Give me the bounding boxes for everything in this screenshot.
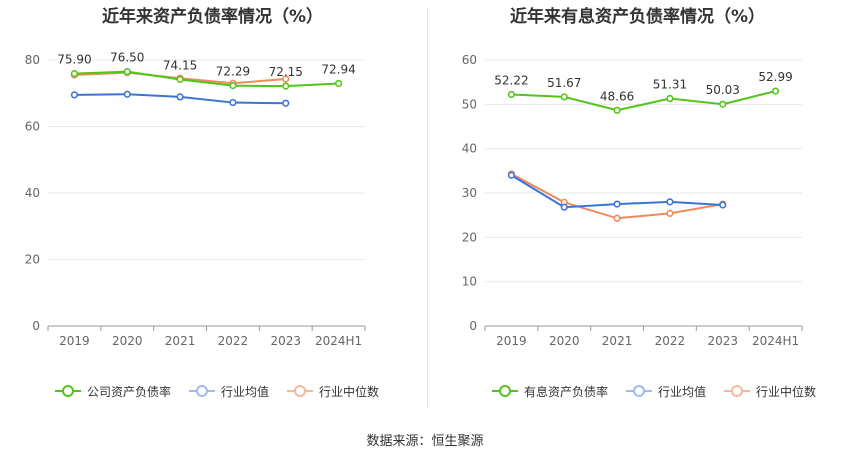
right-data-point <box>507 171 516 179</box>
left-data-label: 75.90 <box>57 53 91 67</box>
left-data-label: 72.29 <box>216 65 250 79</box>
left-y-tick-label: 0 <box>32 319 40 333</box>
right-data-label: 52.22 <box>494 73 528 87</box>
left-chart-legend: 公司资产负债率 行业均值 行业中位数 <box>55 382 379 400</box>
left-y-tick-label: 60 <box>25 120 40 134</box>
legend-item-company-debt-ratio[interactable]: 公司资产负债率 <box>55 383 171 400</box>
legend-item-industry-median[interactable]: 行业中位数 <box>724 383 816 400</box>
left-data-label: 74.15 <box>163 58 197 72</box>
right-y-tick-label: 60 <box>462 53 477 67</box>
left-data-point <box>229 98 237 107</box>
left-data-point <box>282 82 290 90</box>
left-data-point <box>176 93 184 101</box>
legend-swatch-icon <box>55 384 81 398</box>
legend-label: 行业均值 <box>221 384 270 399</box>
left-y-tick-label: 40 <box>25 186 40 200</box>
right-data-point <box>613 200 621 208</box>
right-y-tick-label: 20 <box>462 230 477 244</box>
legend-swatch-icon <box>189 384 216 398</box>
right-data-point <box>613 214 621 222</box>
left-data-point <box>123 68 131 76</box>
right-x-tick-label: 2024H1 <box>752 334 799 348</box>
right-data-label: 48.66 <box>600 89 634 103</box>
panel-divider <box>427 8 428 408</box>
legend-label: 行业中位数 <box>319 384 380 399</box>
right-x-tick-label: 2023 <box>707 334 738 348</box>
legend-item-industry-median[interactable]: 行业中位数 <box>287 383 379 400</box>
right-data-point <box>507 90 516 99</box>
right-data-point <box>666 209 674 217</box>
legend-label: 公司资产负债率 <box>87 384 172 399</box>
right-data-label: 52.99 <box>758 70 792 84</box>
right-data-point <box>666 94 674 103</box>
left-data-point <box>70 91 79 99</box>
right-y-tick-label: 40 <box>462 142 477 156</box>
right-data-point <box>560 203 568 211</box>
left-x-tick-label: 2020 <box>112 334 143 348</box>
legend-swatch-icon <box>287 384 314 398</box>
right-chart-title: 近年来有息资产负债率情况（%） <box>509 7 766 27</box>
right-y-tick-label: 10 <box>462 275 477 289</box>
left-data-point <box>334 79 343 88</box>
right-x-tick-label: 2020 <box>549 334 580 348</box>
right-data-point <box>666 198 674 206</box>
legend-swatch-icon <box>724 384 751 398</box>
right-data-point <box>719 201 727 209</box>
legend-dot <box>294 385 307 397</box>
right-data-label: 51.31 <box>653 78 687 92</box>
right-data-label: 51.67 <box>547 76 581 90</box>
right-y-tick-label: 50 <box>462 97 477 111</box>
right-chart-legend: 有息资产负债率 行业均值 行业中位数 <box>492 382 816 400</box>
right-x-tick-label: 2022 <box>655 334 686 348</box>
left-chart-title: 近年来资产负债率情况（%） <box>101 7 324 27</box>
right-series-line <box>511 90 776 112</box>
left-data-label: 72.15 <box>269 65 303 79</box>
left-data-point <box>176 75 184 84</box>
right-y-tick-label: 0 <box>469 319 477 333</box>
data-source-note: 数据来源：恒生聚源 <box>366 434 484 449</box>
left-x-tick-label: 2022 <box>218 334 249 348</box>
left-data-point <box>70 70 79 78</box>
legend-swatch-icon <box>492 384 518 398</box>
right-data-point <box>560 93 568 101</box>
left-x-tick-label: 2024H1 <box>315 334 362 348</box>
legend-dot <box>62 385 74 397</box>
right-x-tick-label: 2021 <box>602 334 633 348</box>
left-data-label: 72.94 <box>321 62 355 76</box>
legend-dot <box>731 385 744 397</box>
right-data-label: 50.03 <box>706 83 740 97</box>
legend-dot <box>633 385 646 397</box>
legend-swatch-icon <box>626 384 653 398</box>
legend-dot <box>499 385 511 397</box>
legend-item-interest-debt-ratio[interactable]: 有息资产负债率 <box>492 383 608 400</box>
legend-label: 行业均值 <box>658 384 707 399</box>
left-x-tick-label: 2021 <box>165 334 196 348</box>
left-data-point <box>282 99 290 107</box>
left-data-point <box>229 82 237 90</box>
legend-dot <box>196 385 209 397</box>
right-x-tick-label: 2019 <box>496 334 527 348</box>
left-x-tick-label: 2023 <box>270 334 301 348</box>
left-y-tick-label: 80 <box>25 53 40 67</box>
left-data-label: 76.50 <box>110 51 144 65</box>
left-series-line <box>74 70 339 88</box>
left-data-point <box>282 75 290 83</box>
left-y-tick-label: 20 <box>25 253 40 267</box>
right-series-line <box>510 173 723 220</box>
legend-label: 行业中位数 <box>756 384 817 399</box>
left-x-tick-label: 2019 <box>59 334 90 348</box>
right-data-point <box>719 100 727 108</box>
legend-label: 有息资产负债率 <box>524 384 609 399</box>
legend-item-industry-mean[interactable]: 行业均值 <box>626 383 706 400</box>
right-data-point <box>613 106 621 114</box>
left-data-point <box>123 90 131 98</box>
right-y-tick-label: 30 <box>462 186 477 200</box>
right-data-point <box>771 87 780 95</box>
legend-item-industry-mean[interactable]: 行业均值 <box>189 383 269 400</box>
